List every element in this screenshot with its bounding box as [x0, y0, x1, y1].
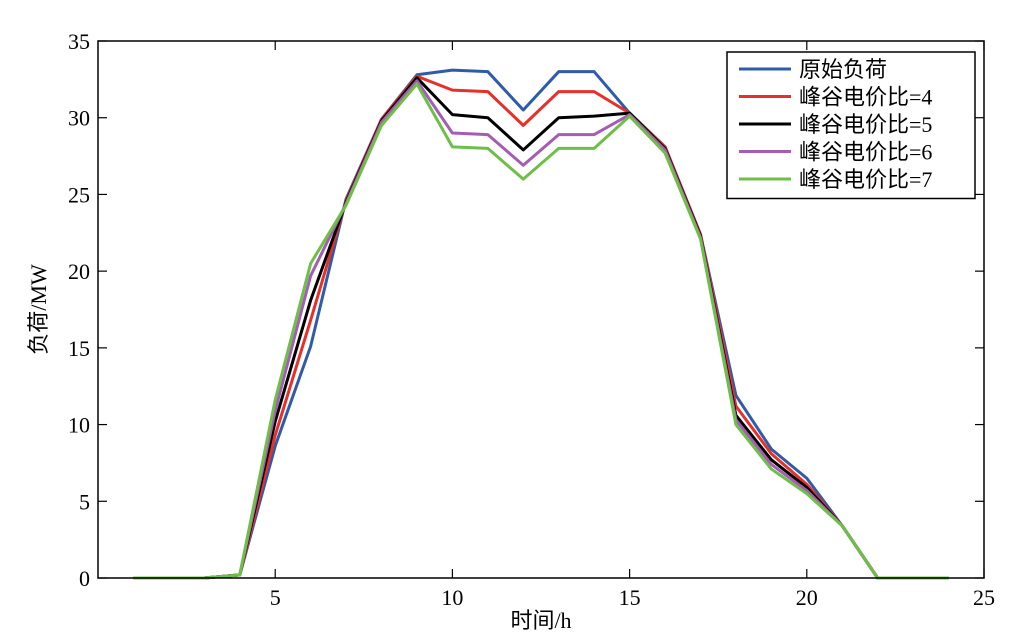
x-tick-label: 25 [973, 585, 995, 610]
series-line-5 [133, 82, 949, 580]
series-line-1 [133, 68, 949, 580]
plot-frame [97, 40, 985, 579]
y-tick-label: 35 [68, 29, 90, 54]
y-tick-label: 5 [79, 489, 90, 514]
y-axis-label: 负荷/MW [26, 264, 51, 355]
tick-labels: 5 10 15 20 25 0 5 10 15 20 25 30 35 [68, 29, 995, 610]
y-tick-label: 20 [68, 259, 90, 284]
legend-item-label: 峰谷电价比=5 [799, 112, 932, 137]
series-lines [133, 68, 949, 580]
y-tick-label: 0 [79, 566, 90, 591]
series-line-2 [133, 74, 949, 580]
legend-item-label: 原始负荷 [799, 57, 887, 82]
y-tick-label: 10 [68, 413, 90, 438]
x-axis-label: 时间/h [510, 608, 571, 633]
y-tick-label: 30 [68, 106, 90, 131]
x-tick-label: 5 [270, 585, 281, 610]
x-tick-label: 10 [441, 585, 463, 610]
series-line-3 [133, 76, 949, 580]
series-line-4 [133, 79, 949, 580]
y-tick-label: 15 [68, 336, 90, 361]
legend-item-label: 峰谷电价比=7 [799, 167, 932, 192]
x-tick-label: 15 [619, 585, 641, 610]
y-tick-label: 25 [68, 182, 90, 207]
x-tick-label: 20 [796, 585, 818, 610]
legend-item-label: 峰谷电价比=6 [799, 140, 932, 165]
axis-ticks [98, 40, 985, 579]
legend-item-label: 峰谷电价比=4 [799, 85, 932, 110]
